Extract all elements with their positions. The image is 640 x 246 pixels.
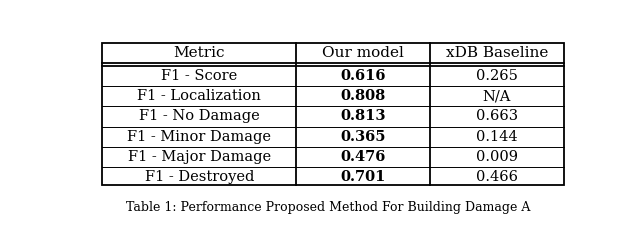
Text: F1 - Score: F1 - Score xyxy=(161,69,237,83)
Text: Table 1: Performance Proposed Method For Building Damage A: Table 1: Performance Proposed Method For… xyxy=(126,201,530,214)
Text: 0.365: 0.365 xyxy=(340,130,386,144)
Text: F1 - Minor Damage: F1 - Minor Damage xyxy=(127,130,271,144)
Text: Metric: Metric xyxy=(173,46,225,60)
Text: 0.663: 0.663 xyxy=(476,109,518,123)
Text: F1 - Destroyed: F1 - Destroyed xyxy=(145,170,254,184)
Text: 0.009: 0.009 xyxy=(476,150,518,164)
Text: F1 - Major Damage: F1 - Major Damage xyxy=(127,150,271,164)
Bar xyxy=(102,43,564,185)
Text: 0.265: 0.265 xyxy=(476,69,518,83)
Text: 0.813: 0.813 xyxy=(340,109,386,123)
Text: 0.476: 0.476 xyxy=(340,150,386,164)
Text: 0.616: 0.616 xyxy=(340,69,386,83)
Text: Our model: Our model xyxy=(322,46,404,60)
Text: xDB Baseline: xDB Baseline xyxy=(445,46,548,60)
Text: 0.144: 0.144 xyxy=(476,130,518,144)
Text: N/A: N/A xyxy=(483,89,511,103)
Text: 0.808: 0.808 xyxy=(340,89,385,103)
Text: 0.466: 0.466 xyxy=(476,170,518,184)
Text: F1 - Localization: F1 - Localization xyxy=(137,89,261,103)
Text: F1 - No Damage: F1 - No Damage xyxy=(139,109,260,123)
Text: 0.701: 0.701 xyxy=(340,170,386,184)
